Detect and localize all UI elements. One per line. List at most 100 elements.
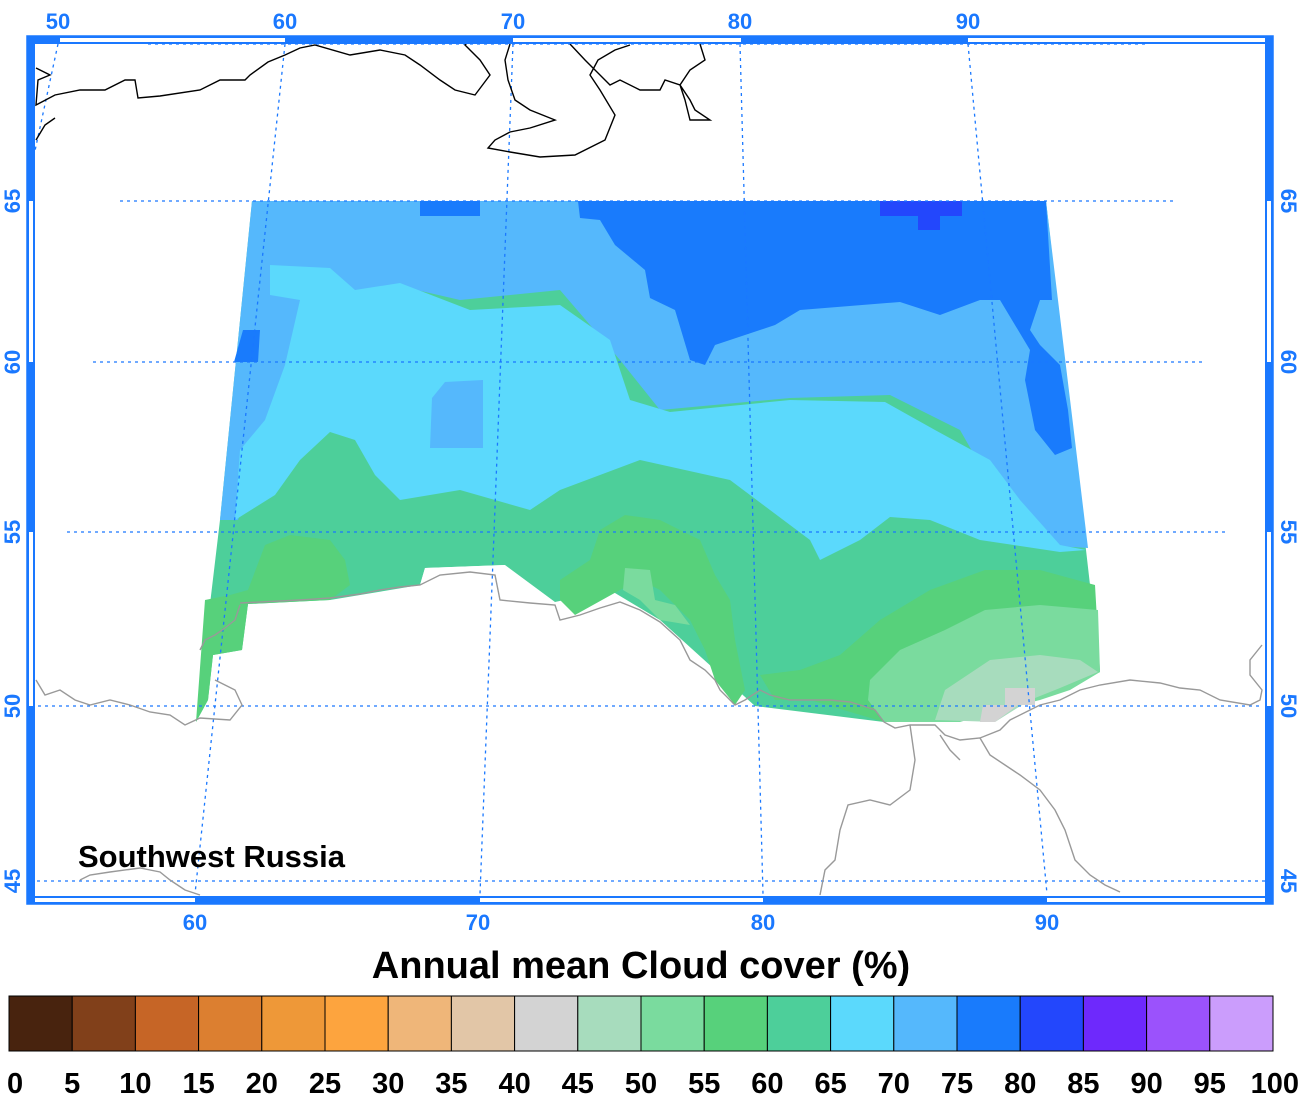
zone-55-60-central [560,515,745,705]
colorbar-labels: 0 5 10 15 20 25 30 35 40 45 50 55 60 65 70 75 80 85 90 95 10… [7,1068,1299,1100]
frame-top-gap-3 [968,38,1266,42]
arctic-coast-far-east [569,43,713,121]
colorbar-label: 25 [309,1068,341,1100]
border-mongolia [979,737,1121,893]
colorbar-label: 80 [1004,1068,1036,1100]
colorbar-swatch [766,995,832,1052]
lon-line-60 [194,43,286,895]
colorbar-label: 85 [1067,1068,1099,1100]
colorbar-swatch [1019,995,1084,1052]
colorbar-label: 35 [435,1068,467,1100]
colorbar-label: 30 [372,1068,404,1100]
lon-line-70 [479,43,514,895]
top-lon-label: 90 [956,9,980,34]
bottom-lon-label: 80 [751,910,775,935]
arctic-coast-east [486,43,631,158]
frame-right-bar [1265,36,1273,904]
colorbar-swatch [893,995,958,1052]
colorbar-swatch [1082,995,1148,1052]
border-south-east [819,724,916,896]
left-lat-labels: 65 60 55 50 45 [0,189,25,893]
colorbar-label: 15 [182,1068,214,1100]
lon-line-90 [967,43,1048,895]
arctic-coast-west-edge [35,117,56,141]
zone-75-80-ne [578,201,1072,455]
bottom-lon-label: 70 [466,910,490,935]
coastlines [35,39,713,158]
masked-area [420,565,560,635]
frame-bottom-gap-1 [35,898,195,902]
colorbar-swatch [387,995,452,1052]
frame-right-gap-1 [1267,201,1271,362]
bottom-lon-labels: 60 70 80 90 [183,910,1059,935]
frame-top-gap-1 [60,38,285,42]
colorbar-label: 0 [7,1068,23,1100]
right-lat-label: 50 [1276,694,1300,718]
colorbar-swatch [577,995,642,1052]
border-kazakhstan-north [239,571,1263,741]
colorbar-swatch [8,995,73,1052]
colorbar-label: 65 [814,1068,846,1100]
lon-line-50 [32,43,59,161]
frame-right-gap-2 [1267,532,1271,706]
colorbar-swatch [324,995,389,1052]
colorbar-swatch [830,995,895,1052]
colorbar-label: 95 [1194,1068,1226,1100]
frame-bottom-gap-3 [1047,898,1265,902]
frame-left-gap-1 [29,201,33,362]
map-title: Annual mean Cloud cover (%) [372,945,910,987]
top-lon-label: 70 [501,9,525,34]
colorbar-swatch [198,995,263,1052]
colorbar-swatch [703,995,768,1052]
colorbar-label: 75 [941,1068,973,1100]
colorbar-label: 55 [688,1068,720,1100]
colorbar-label: 40 [498,1068,530,1100]
zone-55-60-sw [196,535,350,722]
top-lon-label: 50 [46,9,70,34]
right-lat-label: 65 [1276,189,1300,213]
right-lat-label: 60 [1276,350,1300,374]
left-lat-label: 65 [0,189,25,213]
cloud-cover-field [196,201,1100,722]
colorbar-swatch [956,995,1021,1052]
border-southwest [35,679,243,726]
border-inner-1 [199,604,241,651]
colorbar-swatch [261,995,326,1052]
bottom-lon-label: 90 [1035,910,1059,935]
colorbar-label: 10 [119,1068,151,1100]
colorbar-label: 100 [1251,1068,1299,1100]
left-lat-label: 60 [0,350,25,374]
top-lon-labels: 50 60 70 80 90 [46,9,980,34]
border-east-2 [939,734,961,761]
colorbar-swatch [71,995,136,1052]
colorbar-swatch [1209,995,1274,1052]
colorbar-label: 5 [64,1068,80,1100]
frame-left-gap-2 [29,532,33,706]
colorbar [8,995,1274,1052]
frame-left-bar [27,36,35,904]
zone-70-75-patch [430,380,483,448]
zone-75-80-nw [420,201,480,216]
zone-50-55-central [623,568,690,625]
frame-top-gap-2 [513,38,741,42]
arctic-coast-west [35,39,491,107]
colorbar-swatch [134,995,200,1052]
zone-80-85 [880,201,962,230]
colorbar-swatch [640,995,705,1052]
zone-65-70 [235,265,1086,560]
colorbar-label: 90 [1130,1068,1162,1100]
right-lat-label: 55 [1276,520,1300,544]
lon-line-80 [739,43,764,895]
top-lon-label: 80 [728,9,752,34]
colorbar-label: 60 [751,1068,783,1100]
border-south-west-2 [79,867,201,896]
colorbar-swatch [1146,995,1211,1052]
left-lat-label: 50 [0,694,25,718]
left-lat-label: 45 [0,869,25,893]
colorbar-label: 20 [246,1068,278,1100]
national-borders [35,571,1263,896]
colorbar-label: 45 [562,1068,594,1100]
zone-40-45 [980,688,1035,722]
frame-bottom-gap-2 [480,898,763,902]
